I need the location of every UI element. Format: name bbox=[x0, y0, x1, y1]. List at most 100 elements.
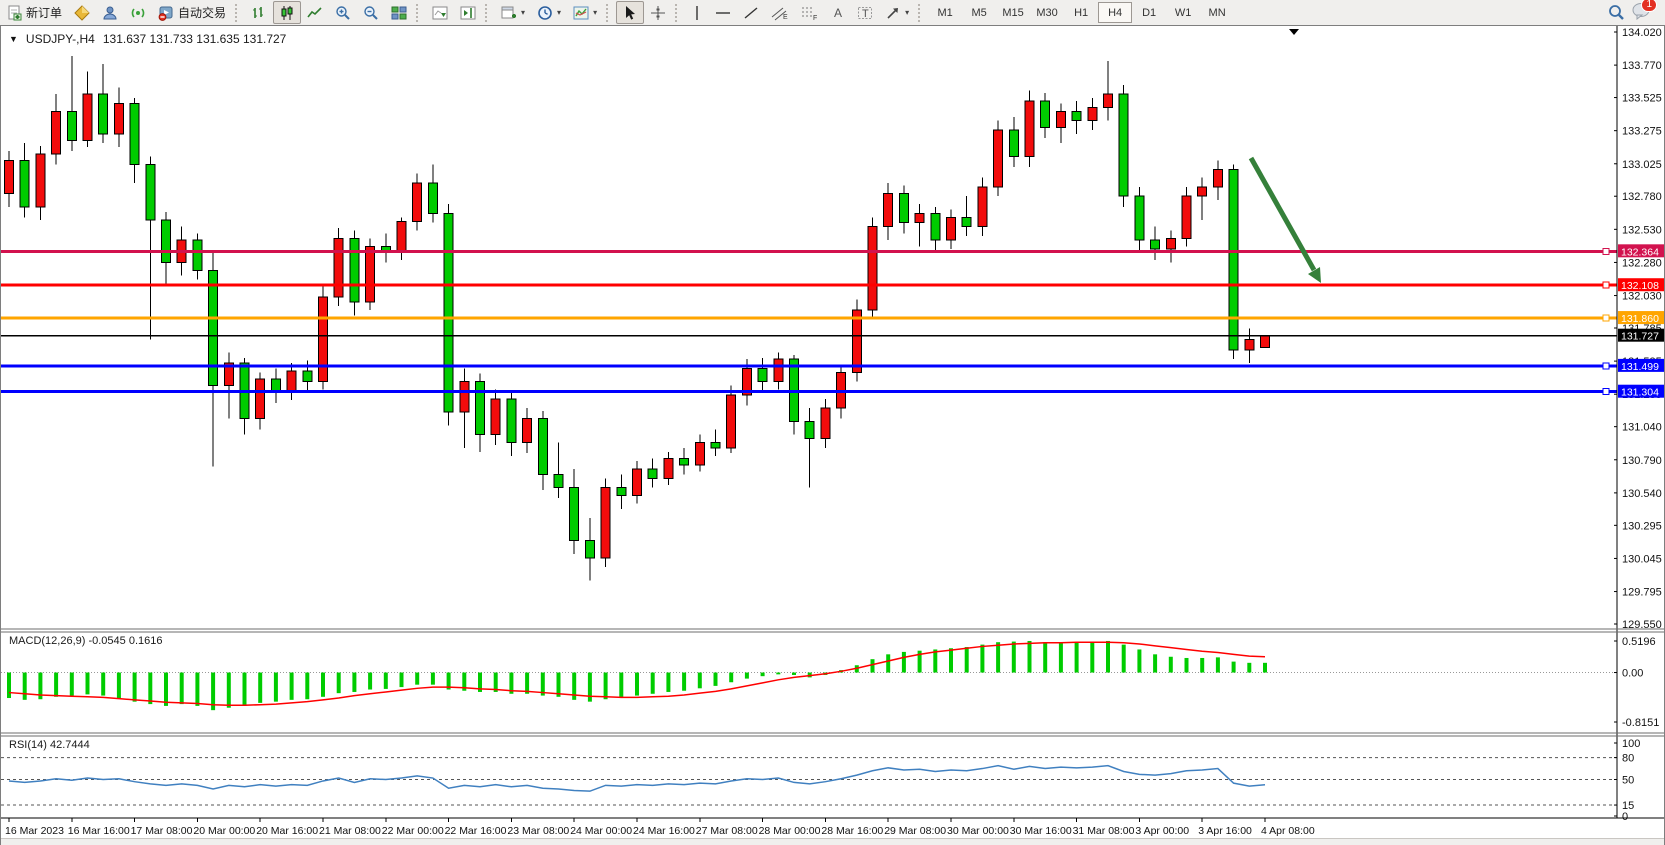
macd-plot-area[interactable] bbox=[1, 632, 1617, 733]
indicators-dropdown[interactable]: ▾ bbox=[567, 1, 603, 24]
price-badge-label: 131.304 bbox=[1621, 387, 1659, 399]
signal-icon bbox=[130, 5, 146, 21]
candle-body bbox=[553, 473, 564, 489]
zoom-in-icon bbox=[335, 5, 351, 21]
toolbar-grip bbox=[485, 3, 492, 22]
price-badge-label: 131.860 bbox=[1621, 313, 1659, 325]
line-handle[interactable] bbox=[1602, 388, 1610, 396]
date-axis-label: 30 Mar 16:00 bbox=[1010, 825, 1072, 837]
timeframe-w1-button[interactable]: W1 bbox=[1174, 6, 1192, 19]
candle-body bbox=[1197, 186, 1208, 197]
candle-body bbox=[113, 103, 124, 135]
cursor-tool-button[interactable] bbox=[616, 1, 645, 24]
trend-arrow-annotation[interactable] bbox=[1248, 156, 1317, 272]
candle-body bbox=[961, 216, 972, 228]
candle-body bbox=[506, 398, 517, 444]
shapes-dropdown[interactable]: ▾ bbox=[879, 1, 915, 24]
price-axis-label: 130.045 bbox=[1622, 553, 1662, 565]
line-handle[interactable] bbox=[1602, 281, 1610, 289]
timeframe-m5-button[interactable]: M5 bbox=[971, 6, 987, 19]
chart-canvas[interactable]: 134.020 133.770 133.525 133.275 133.025 132.7… bbox=[1, 26, 1664, 844]
chart-shift-button[interactable] bbox=[454, 1, 482, 24]
date-axis-label: 21 Mar 08:00 bbox=[319, 825, 381, 837]
candle-body bbox=[1103, 93, 1113, 108]
text-tool-button[interactable]: A bbox=[825, 1, 851, 24]
chart-title: ▼ USDJPY-,H4 131.637 131.733 131.635 131… bbox=[9, 32, 286, 46]
rsi-axis-label: 50 bbox=[1622, 775, 1634, 787]
trendline-tool-button[interactable] bbox=[737, 1, 765, 24]
new-order-button[interactable]: 新订单 bbox=[0, 1, 68, 24]
timeframe-mn-button[interactable]: MN bbox=[1208, 6, 1226, 19]
auto-trading-button[interactable]: 自动交易 bbox=[152, 1, 232, 24]
toolbar-grip bbox=[918, 3, 925, 22]
candle-body bbox=[1165, 238, 1176, 250]
date-axis-label: 28 Mar 00:00 bbox=[759, 825, 821, 837]
candle-body bbox=[459, 381, 470, 413]
caret-down-icon: ▾ bbox=[521, 8, 526, 17]
price-axis[interactable]: 134.020 133.770 133.525 133.275 133.025 132.7… bbox=[1614, 26, 1664, 818]
line-handle[interactable] bbox=[1602, 247, 1610, 255]
fibonacci-tool-button[interactable]: F bbox=[795, 1, 825, 24]
candle-body bbox=[1055, 110, 1066, 128]
candle-body bbox=[1071, 110, 1082, 122]
timeframe-m30-button[interactable]: M30 bbox=[1036, 6, 1058, 19]
candle-body bbox=[537, 418, 548, 475]
chart-type-line-button[interactable] bbox=[301, 1, 329, 24]
price-axis-label: 132.530 bbox=[1622, 224, 1662, 236]
price-axis-label: 131.040 bbox=[1622, 422, 1662, 434]
timeframe-h4-button[interactable]: H4 bbox=[1098, 2, 1133, 23]
zoom-out-button[interactable] bbox=[357, 1, 385, 24]
line-handle[interactable] bbox=[1602, 314, 1610, 322]
rsi-plot-area[interactable] bbox=[1, 736, 1617, 818]
date-axis-label: 24 Mar 00:00 bbox=[570, 825, 632, 837]
chart-type-bars-button[interactable] bbox=[245, 1, 273, 24]
rsi-line bbox=[8, 764, 1266, 792]
line-handle[interactable] bbox=[1602, 362, 1610, 370]
community-button[interactable] bbox=[96, 1, 124, 24]
gold-diamond-icon bbox=[74, 4, 90, 21]
text-label-tool-button[interactable]: T bbox=[851, 1, 879, 24]
price-axis-label: 133.275 bbox=[1622, 126, 1662, 138]
candle-body bbox=[1228, 169, 1239, 351]
candle-body bbox=[632, 468, 642, 497]
period-dropdown[interactable]: ▾ bbox=[531, 1, 567, 24]
new-chart-dropdown[interactable]: ▾ bbox=[495, 1, 531, 24]
horizontal-line-tool-button[interactable] bbox=[709, 1, 737, 24]
toolbar-grip bbox=[416, 3, 423, 22]
candle-body bbox=[349, 238, 360, 303]
timeframe-d1-button[interactable]: D1 bbox=[1142, 6, 1157, 19]
candle-body bbox=[694, 442, 705, 466]
crosshair-tool-button[interactable] bbox=[644, 1, 672, 24]
price-axis-label: 130.790 bbox=[1622, 455, 1662, 467]
date-axis[interactable]: 16 Mar 2023 16 Mar 16:00 17 Mar 08:00 20 Ma… bbox=[5, 818, 1315, 837]
vertical-line-tool-button[interactable] bbox=[685, 1, 709, 24]
main-plot-area[interactable] bbox=[1, 26, 1617, 627]
signals-button[interactable] bbox=[124, 1, 152, 24]
notifications-button[interactable]: 1 bbox=[1631, 0, 1657, 23]
notification-badge: 1 bbox=[1641, 0, 1657, 12]
candle-body bbox=[286, 370, 297, 393]
vertical-line-icon bbox=[691, 5, 703, 21]
candle-body bbox=[161, 219, 171, 263]
toolbar-grip bbox=[235, 3, 242, 22]
price-axis-area[interactable] bbox=[1617, 26, 1664, 818]
text-label-icon: T bbox=[857, 5, 873, 21]
person-icon bbox=[102, 5, 118, 21]
timeframe-m1-button[interactable]: M1 bbox=[937, 6, 953, 19]
new-chart-icon bbox=[501, 5, 517, 21]
search-button[interactable] bbox=[1602, 1, 1631, 24]
mql5-market-button[interactable] bbox=[68, 1, 96, 24]
price-axis-label: 133.525 bbox=[1622, 93, 1662, 105]
timeframe-h1-button[interactable]: H1 bbox=[1074, 6, 1089, 19]
zoom-in-button[interactable] bbox=[329, 1, 357, 24]
caret-down-icon: ▾ bbox=[557, 8, 562, 17]
channel-tool-button[interactable]: E bbox=[765, 1, 795, 24]
candle-body bbox=[365, 246, 376, 303]
auto-scroll-icon bbox=[432, 5, 448, 21]
timeframe-m15-button[interactable]: M15 bbox=[1002, 6, 1024, 19]
tile-windows-button[interactable] bbox=[385, 1, 413, 24]
chart-menu-triangle-icon[interactable]: ▼ bbox=[9, 34, 18, 44]
auto-scroll-button[interactable] bbox=[426, 1, 454, 24]
chart-type-candles-button[interactable] bbox=[273, 1, 302, 24]
candle-body bbox=[192, 239, 203, 271]
